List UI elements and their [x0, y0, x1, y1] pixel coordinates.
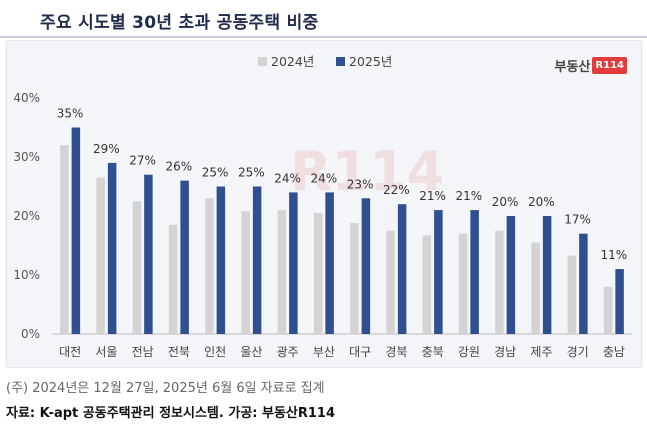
data-label: 25% [238, 166, 265, 180]
bar-2025 [542, 216, 552, 334]
bar-2024 [422, 235, 432, 334]
y-tick-label: 40% [13, 91, 40, 105]
x-tick-label: 대구 [349, 345, 371, 359]
x-tick-label: 울산 [240, 345, 262, 359]
bar-2025 [325, 192, 334, 334]
data-label: 23% [347, 177, 374, 191]
x-axis: 대전 서울 전남 전북 인천 울산 광주 부산 대구 경북 충북 강원 경남 제주 경기 충남 [59, 344, 625, 359]
bar-2024 [495, 230, 504, 334]
data-label: 35% [57, 107, 84, 121]
bar-2025 [579, 233, 588, 334]
y-tick-label: 10% [13, 268, 40, 282]
data-label: 20% [528, 195, 555, 209]
brand-logo: 부동산 R114 [555, 56, 627, 75]
data-label: 11% [601, 248, 628, 262]
x-tick-label: 부산 [313, 345, 335, 359]
bar-2025 [434, 210, 443, 334]
data-label: 22% [383, 183, 410, 197]
bar-2025 [216, 186, 226, 334]
data-label: 24% [274, 171, 301, 185]
x-tick-label: 경북 [385, 345, 407, 359]
bar-2024 [96, 177, 105, 334]
data-label: 20% [492, 195, 519, 209]
y-tick-label: 0% [21, 327, 40, 341]
bar-2024 [313, 213, 323, 334]
x-tick-label: 경남 [494, 345, 516, 359]
data-label: 21% [456, 189, 483, 203]
bar-2024 [458, 233, 468, 334]
bar-2024 [603, 286, 613, 334]
source-line: 자료: K-apt 공동주택관리 정보시스템. 가공: 부동산R114 [6, 406, 336, 421]
x-tick-label: 전북 [168, 345, 190, 359]
data-label: 17% [564, 213, 591, 227]
bar-2024 [241, 211, 250, 334]
legend-label-2024: 2024년 [271, 54, 314, 69]
data-label: 29% [93, 142, 120, 156]
bar-2024 [386, 230, 395, 334]
x-tick-label: 충북 [422, 345, 444, 359]
data-label: 21% [419, 189, 446, 203]
bar-2024 [132, 201, 142, 334]
data-label: 27% [129, 154, 156, 168]
title-divider [0, 36, 647, 38]
x-tick-label: 경기 [567, 345, 589, 359]
bar-2025 [397, 204, 407, 334]
bar-2024 [168, 224, 178, 334]
brand-text: 부동산 [554, 60, 591, 75]
y-tick-label: 30% [13, 150, 40, 164]
bars [60, 127, 624, 334]
x-tick-label: 인천 [204, 344, 226, 359]
bar-2024 [205, 198, 214, 334]
bar-2025 [615, 269, 624, 334]
footnote: (주) 2024년은 12월 27일, 2025년 6월 6일 자료로 집계 [6, 381, 325, 396]
bar-2025 [252, 186, 262, 334]
bar-2024 [277, 210, 287, 334]
bar-2024 [60, 145, 69, 334]
x-tick-label: 전남 [132, 345, 154, 359]
x-tick-label: 제주 [530, 345, 552, 359]
legend-swatch-2025 [336, 57, 345, 66]
data-label: 25% [202, 166, 229, 180]
legend: 2024년 2025년 [258, 54, 392, 69]
bar-2024 [567, 255, 577, 334]
bar-2025 [107, 162, 117, 334]
bar-2025 [180, 180, 189, 334]
y-axis: 0% 10% 20% 30% 40% [13, 91, 632, 341]
bar-2025 [506, 216, 516, 334]
legend-label-2025: 2025년 [349, 54, 392, 69]
x-tick-label: 충남 [603, 345, 625, 359]
bar-2025 [289, 192, 298, 334]
x-tick-label: 강원 [458, 345, 480, 359]
data-labels: 35% 29% 27% 26% 25% 25% 24% 24% 23% 22% 21% 21% 20% 2… [57, 107, 627, 263]
bar-2025 [71, 127, 81, 334]
x-tick-label: 대전 [59, 345, 81, 359]
x-tick-label: 서울 [95, 345, 117, 359]
x-tick-label: 광주 [277, 345, 299, 359]
data-label: 26% [166, 160, 193, 174]
bar-2024 [350, 223, 359, 334]
brand-badge: R114 [592, 57, 627, 74]
bar-2025 [144, 174, 153, 334]
bar-2025 [361, 198, 371, 334]
legend-swatch-2024 [258, 57, 267, 66]
bar-2024 [531, 242, 540, 334]
chart-title: 주요 시도별 30년 초과 공동주택 비중 [40, 13, 319, 33]
bar-2025 [470, 210, 479, 334]
data-label: 24% [311, 171, 338, 185]
y-tick-label: 20% [13, 209, 40, 223]
